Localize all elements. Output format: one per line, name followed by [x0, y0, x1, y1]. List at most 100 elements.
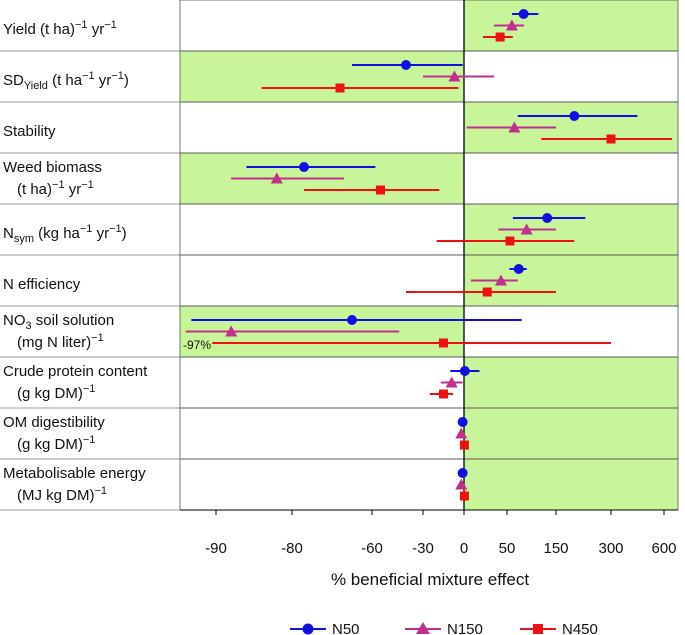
point-n450: [482, 287, 492, 297]
row-label: Stability: [3, 123, 56, 140]
label-text: (MJ kg: [17, 487, 62, 504]
point-n150: [520, 223, 533, 235]
x-tick-label: 600: [651, 540, 676, 557]
row-label-line2: (t ha)−1 yr−1: [17, 179, 94, 198]
label-superscript: −1: [81, 179, 94, 191]
row-label: N efficiency: [3, 276, 81, 293]
label-text: (mg N liter: [17, 334, 86, 351]
label-text: yr: [95, 72, 112, 89]
label-text: DM): [62, 487, 95, 504]
label-text: DM): [50, 385, 83, 402]
label-superscript: −1: [83, 383, 96, 395]
label-text: ): [122, 225, 127, 242]
row-separators: [0, 0, 679, 511]
point-n150: [508, 121, 521, 133]
label-text: Weed biomass: [3, 159, 102, 176]
label-text: ): [124, 72, 129, 89]
label-superscript: −1: [75, 19, 88, 31]
x-axis-title: % beneficial mixture effect: [331, 570, 529, 589]
point-n450: [606, 134, 616, 144]
row-label: OM digestibility: [3, 414, 105, 431]
point-n50: [513, 264, 524, 274]
point-n150: [455, 427, 468, 439]
x-tick-label: -90: [205, 540, 227, 557]
legend-label-n50: N50: [332, 621, 360, 635]
label-superscript: −1: [82, 70, 95, 82]
point-n150: [505, 19, 518, 31]
legend-marker-n50: [302, 623, 314, 635]
data-marks: [185, 9, 672, 501]
row-label: SDYield (t ha−1 yr−1): [3, 70, 129, 92]
x-tick-label: 150: [543, 540, 568, 557]
label-superscript: −1: [109, 223, 122, 235]
point-n150: [494, 274, 507, 286]
point-n50: [569, 111, 580, 121]
point-n450: [459, 491, 469, 501]
label-text: Stability: [3, 123, 56, 140]
label-text: soil solution: [32, 312, 115, 329]
point-n450: [439, 338, 448, 348]
row-label: Metabolisable energy: [3, 465, 146, 482]
label-superscript: −1: [52, 179, 65, 191]
row-label-line2: (g kg DM)−1: [17, 383, 95, 402]
point-n150: [448, 70, 461, 82]
legend: N50 N150 N450: [290, 621, 598, 635]
label-superscript: −1: [95, 485, 108, 497]
label-text: ): [70, 21, 75, 38]
point-n50: [518, 9, 529, 19]
label-text: NO: [3, 312, 26, 329]
label-superscript: −1: [83, 434, 96, 446]
label-text: (g kg: [17, 436, 50, 453]
label-text: N efficiency: [3, 276, 81, 293]
point-n150: [445, 376, 458, 388]
point-n450: [459, 440, 469, 450]
row-label: Yield (t ha)−1 yr−1: [3, 19, 117, 38]
point-n450: [335, 83, 345, 93]
label-text: yr: [92, 225, 109, 242]
label-text: DM): [50, 436, 83, 453]
label-superscript: −1: [104, 19, 117, 31]
label-text: yr: [65, 181, 82, 198]
label-superscript: −1: [80, 223, 93, 235]
x-axis: -90 -80 -60 -30 0 50 150 300 600: [180, 509, 678, 557]
point-n50: [457, 468, 468, 478]
x-tick-label: 300: [598, 540, 623, 557]
x-tick-label: -80: [281, 540, 303, 557]
label-text: (t ha: [48, 72, 83, 89]
annotation-label: -97%: [183, 338, 211, 352]
point-n150: [270, 172, 283, 184]
legend-marker-n150: [416, 622, 430, 634]
x-tick-label: -30: [412, 540, 434, 557]
point-n50: [299, 162, 309, 172]
label-superscript: −1: [111, 70, 124, 82]
label-text: SD: [3, 72, 24, 89]
label-text: ): [86, 334, 91, 351]
label-text: (g kg: [17, 385, 50, 402]
label-text: ): [47, 181, 52, 198]
highlight-band-right: [464, 408, 678, 459]
point-n450: [439, 389, 448, 399]
x-tick-label: 50: [499, 540, 516, 557]
row-label-line2: (g kg DM)−1: [17, 434, 95, 453]
point-n50: [542, 213, 553, 223]
point-n150: [225, 325, 238, 337]
highlight-band-right: [464, 357, 678, 408]
point-n450: [505, 236, 515, 246]
label-text: N: [3, 225, 14, 242]
label-text: (t ha: [17, 181, 48, 198]
x-tick-label: 0: [460, 540, 468, 557]
label-subscript: sym: [14, 233, 34, 245]
label-superscript: −1: [91, 332, 104, 344]
row-label: NO3 soil solution: [3, 312, 114, 332]
label-text: (kg ha: [34, 225, 81, 242]
row-label: Crude protein content: [3, 363, 148, 380]
point-n150: [455, 478, 468, 490]
row-label: Nsym (kg ha−1 yr−1): [3, 223, 127, 245]
point-n50: [401, 60, 411, 70]
label-text: Metabolisable energy: [3, 465, 146, 482]
point-n50: [347, 315, 357, 325]
highlight-band-left: [180, 51, 464, 102]
point-n50: [457, 417, 468, 427]
label-text: yr: [88, 21, 105, 38]
